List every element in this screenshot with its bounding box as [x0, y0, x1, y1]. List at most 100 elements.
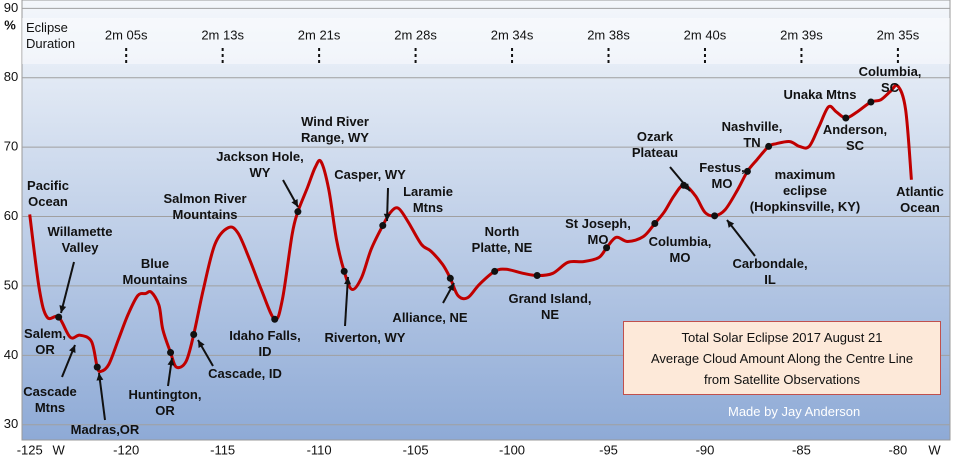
x-tick-label: -90 — [696, 442, 715, 457]
duration-label: 2m 05s — [105, 27, 148, 42]
annotation: Salem, OR — [24, 326, 66, 357]
annotation: Anderson, SC — [822, 122, 888, 153]
annotation: Casper, WY — [334, 167, 406, 182]
duration-label: 2m 39s — [780, 27, 823, 42]
annotation: Idaho Falls, ID — [229, 328, 301, 359]
info-line: Total Solar Eclipse 2017 August 21 — [681, 330, 883, 345]
point — [743, 167, 751, 175]
info-line: Average Cloud Amount Along the Centre Li… — [650, 351, 914, 366]
point — [765, 142, 773, 150]
arrow-head — [198, 340, 205, 348]
duration-band — [22, 18, 950, 64]
info-box: Total Solar Eclipse 2017 August 21 Avera… — [623, 321, 941, 395]
duration-label: 2m 35s — [877, 27, 920, 42]
x-tick-label: -120 — [113, 442, 139, 457]
duration-label: 2m 38s — [587, 27, 630, 42]
annotation: Cascade, ID — [208, 366, 282, 381]
annotation: Jackson Hole, WY — [216, 149, 304, 180]
y-tick-label: 90 — [4, 0, 18, 15]
x-tick-label: W — [928, 442, 941, 457]
duration-title: Eclipse Duration — [26, 20, 76, 51]
point — [603, 244, 611, 252]
y-tick-label: 50 — [4, 277, 18, 292]
annotation: Wind River Range, WY — [301, 114, 369, 145]
x-tick-label: -80 — [889, 442, 908, 457]
annotation: Unaka Mtns — [783, 87, 857, 102]
arrow — [726, 219, 756, 257]
point — [340, 267, 348, 275]
arrow-head — [727, 220, 735, 228]
annotation: Atlantic Ocean — [896, 184, 944, 215]
credit: Made by Jay Anderson — [728, 404, 861, 419]
arrow-head — [383, 213, 391, 221]
annotation: Salmon River Mountains — [163, 191, 247, 222]
arrow — [344, 276, 349, 327]
point — [651, 219, 659, 227]
annotation: Pacific Ocean — [27, 178, 69, 209]
x-tick-label: -85 — [792, 442, 811, 457]
annotation: Grand Island, NE — [508, 291, 592, 322]
x-tick-label: -105 — [403, 442, 429, 457]
duration-label: 2m 13s — [201, 27, 244, 42]
duration-label: 2m 34s — [491, 27, 534, 42]
annotation: Cascade Mtns — [23, 384, 77, 415]
y-tick-label: 30 — [4, 416, 18, 431]
y-tick-label: 70 — [4, 139, 18, 154]
point — [446, 274, 454, 282]
annotation: Carbondale, IL — [732, 256, 808, 287]
point — [190, 331, 198, 339]
info-line: from Satellite Observations — [703, 372, 861, 387]
point — [294, 208, 302, 216]
annotation: Laramie Mtns — [403, 184, 453, 215]
annotation: Festus, MO — [699, 160, 745, 191]
annotation: Willamette Valley — [47, 224, 113, 255]
point — [379, 222, 387, 230]
arrow-head — [447, 283, 454, 291]
arrow-head — [167, 358, 175, 366]
point — [842, 114, 850, 122]
duration-label: 2m 40s — [684, 27, 727, 42]
arrow — [98, 372, 106, 421]
y-axis-label: % — [4, 17, 16, 32]
point — [491, 267, 499, 275]
arrow-head — [344, 277, 352, 285]
point — [533, 272, 541, 280]
arrow-head — [291, 199, 298, 207]
x-tick-label: -115 — [210, 442, 235, 457]
point — [167, 349, 175, 357]
annotation: maximum eclipse (Hopkinsville, KY) — [749, 167, 861, 214]
annotation: Riverton, WY — [324, 330, 406, 345]
y-tick-label: 60 — [4, 208, 18, 223]
annotation: Columbia, SC — [858, 64, 922, 95]
y-tick-label: 80 — [4, 69, 18, 84]
duration-label: 2m 28s — [394, 27, 437, 42]
annotation: Huntington, OR — [128, 387, 202, 418]
annotation: Nashville, TN — [721, 119, 783, 150]
x-tick-label: -110 — [307, 442, 332, 457]
point — [680, 181, 688, 189]
arrow-head — [59, 305, 67, 313]
arrow-head — [69, 345, 76, 353]
annotation: Alliance, NE — [392, 310, 468, 325]
point — [271, 315, 279, 323]
annotation: Blue Mountains — [122, 256, 188, 287]
y-tick-label: 40 — [4, 347, 18, 362]
duration-label: 2m 21s — [298, 27, 341, 42]
x-tick-label: -95 — [599, 442, 618, 457]
annotation: Columbia, MO — [648, 234, 712, 265]
x-tick-label: -125 — [17, 442, 43, 457]
point — [711, 212, 719, 220]
annotation: North Platte, NE — [471, 224, 533, 255]
arrow — [60, 261, 75, 314]
annotation: Ozark Plateau — [631, 129, 679, 160]
x-tick-label: W — [53, 442, 66, 457]
point — [55, 313, 63, 321]
point — [867, 98, 875, 106]
annotation: St Joseph, MO — [565, 216, 631, 247]
x-tick-label: -100 — [499, 442, 525, 457]
point — [93, 363, 101, 371]
annotation: Madras,OR — [70, 422, 140, 437]
arrow-head — [96, 373, 104, 381]
